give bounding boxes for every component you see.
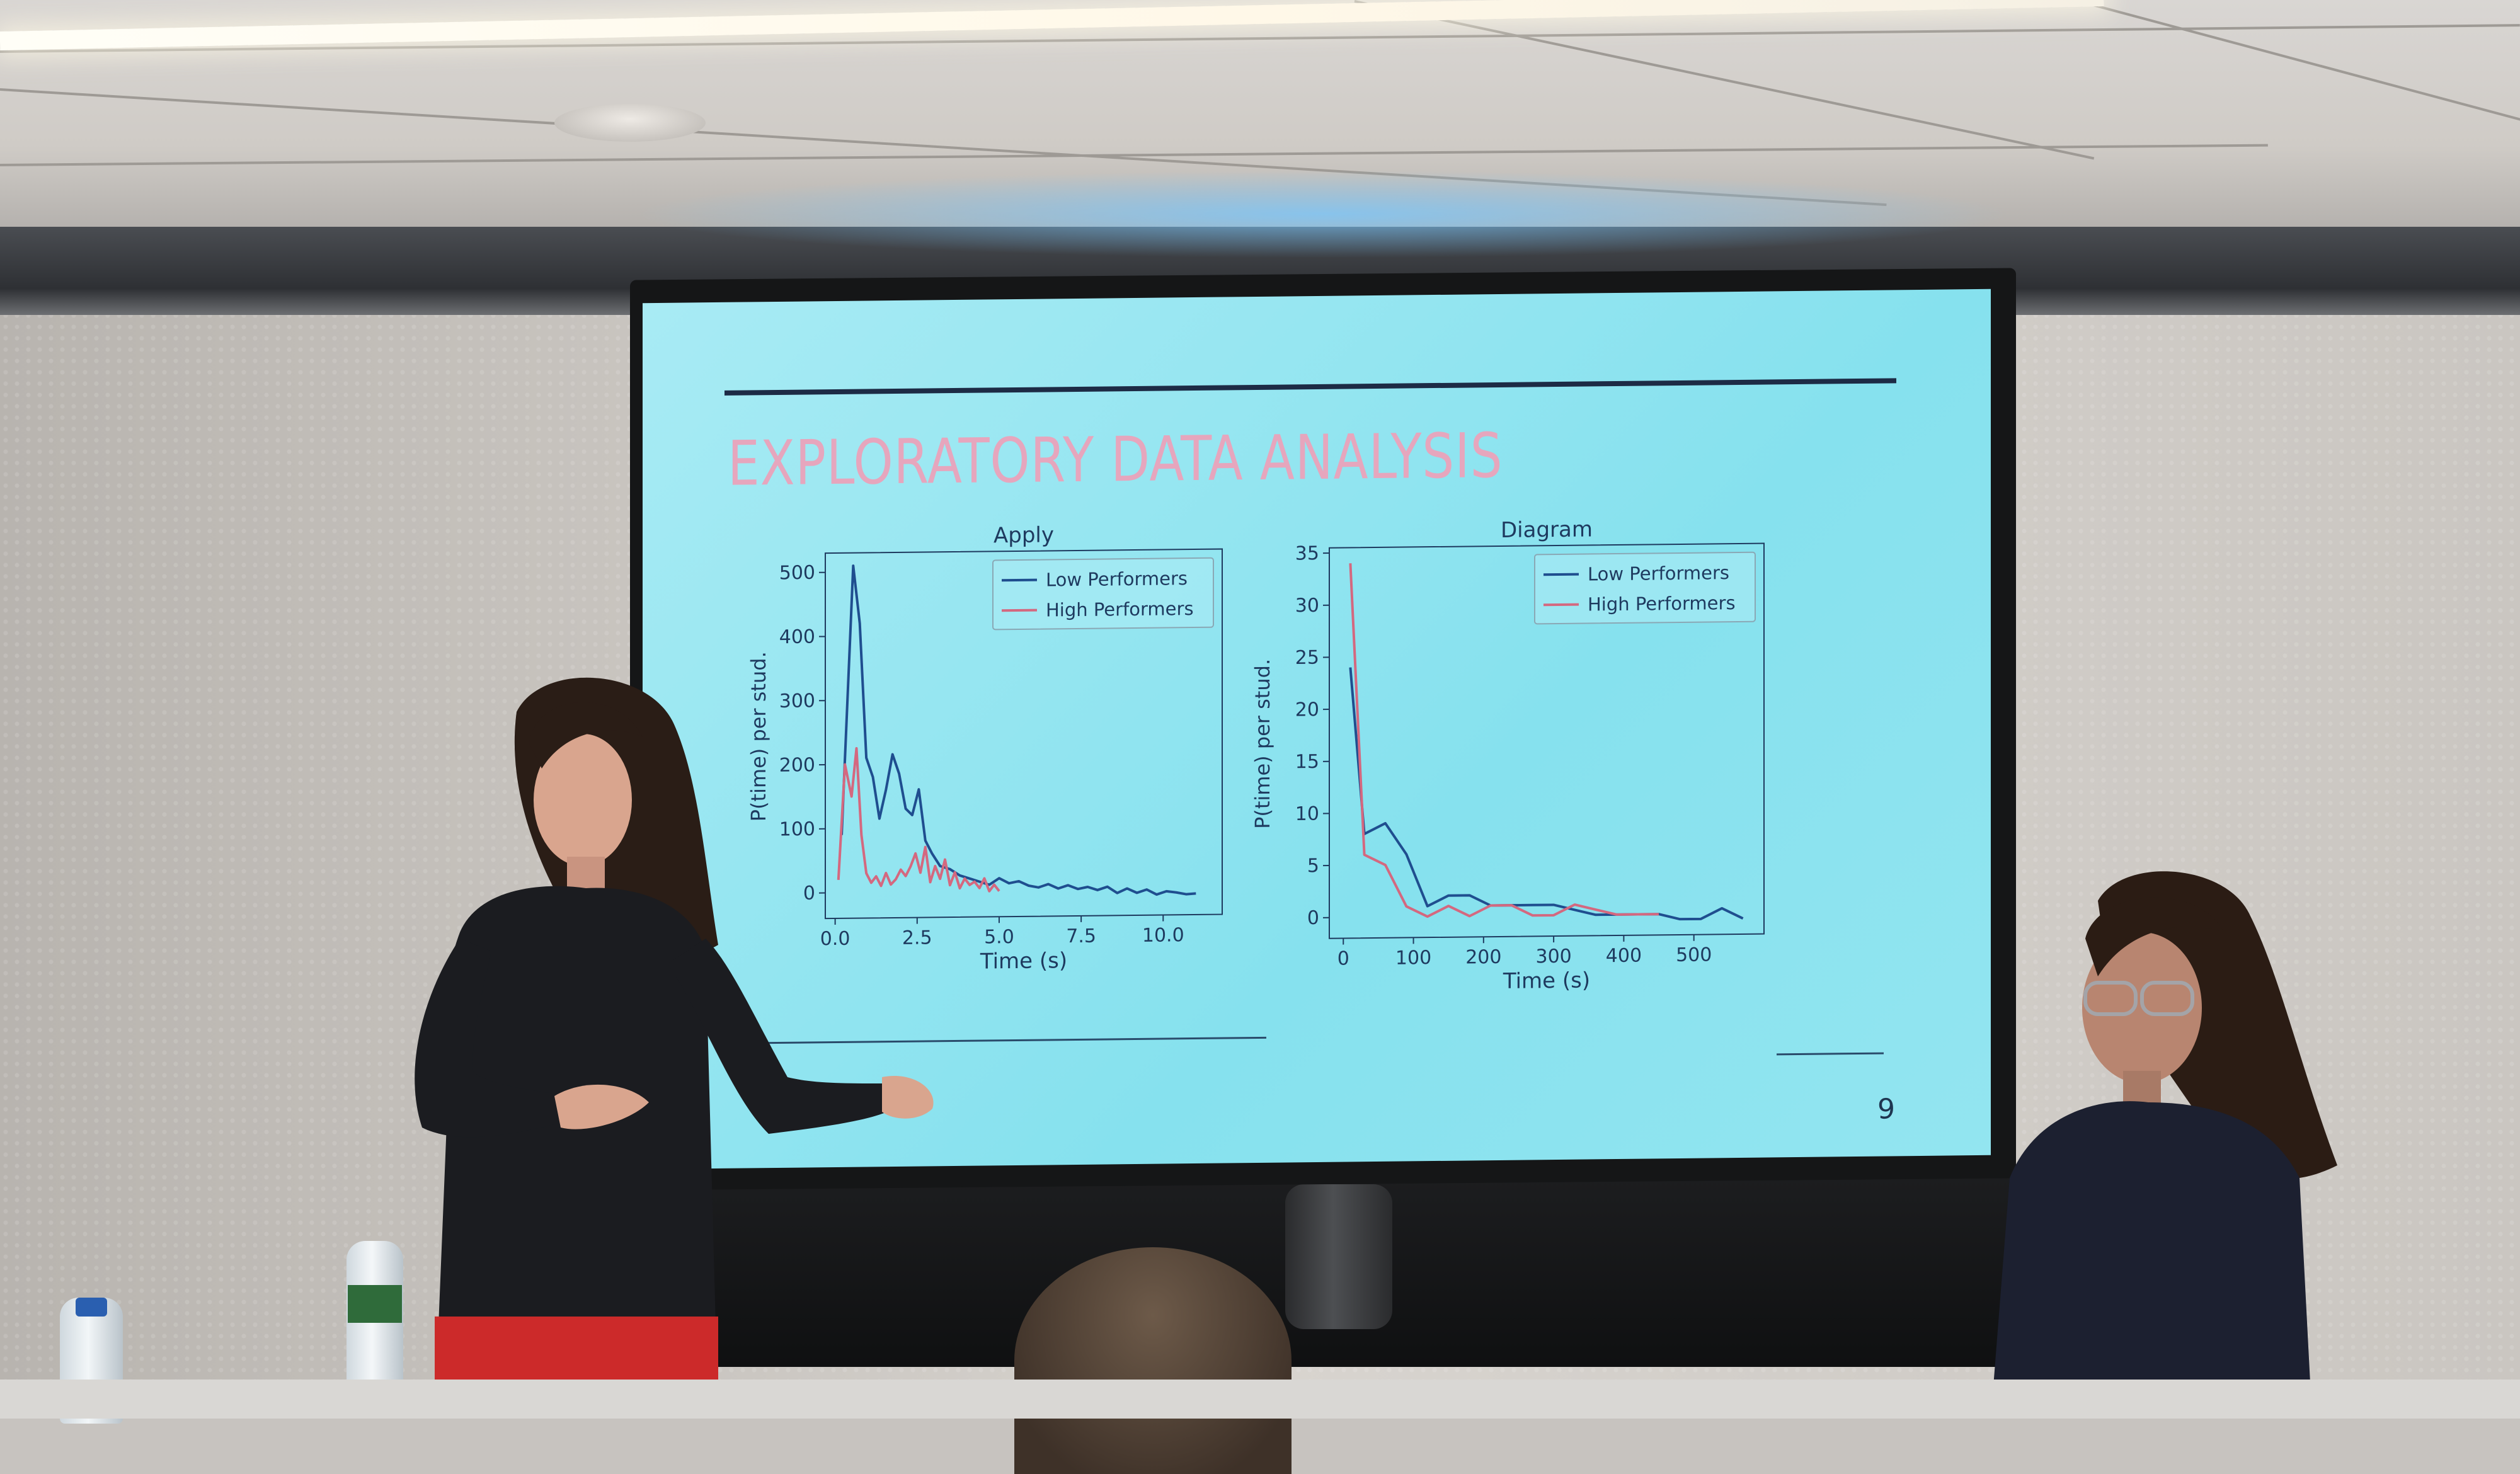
x-tick-label: 100 <box>1395 947 1431 969</box>
page-number: 9 <box>1877 1093 1895 1125</box>
x-tick-label: 300 <box>1535 946 1571 968</box>
y-tick-label: 30 <box>1295 595 1319 617</box>
y-tick-label: 10 <box>1295 803 1319 825</box>
chart-diagram: Diagram 0 100 200 300 400 500 0 5 10 15 20 25 30 35 Tim… <box>1254 505 1802 1008</box>
x-tick-label: 500 <box>1676 944 1712 966</box>
conference-camera <box>1285 1184 1392 1329</box>
chart-title: Diagram <box>1501 517 1593 543</box>
bottle-label <box>348 1285 402 1323</box>
y-tick-label: 35 <box>1295 542 1319 564</box>
legend-swatch <box>1002 580 1037 581</box>
legend-swatch <box>1544 574 1579 575</box>
y-tick-label: 20 <box>1295 699 1319 721</box>
bottle-cap <box>76 1298 107 1317</box>
title-rule <box>724 378 1896 395</box>
smoke-detector <box>554 104 706 142</box>
audience-head <box>1014 1247 1292 1474</box>
x-tick-label: 7.5 <box>1066 925 1096 947</box>
presenter-left <box>378 668 945 1419</box>
ceiling-seam <box>0 144 2268 166</box>
x-tick-label: 200 <box>1465 946 1501 969</box>
series-line-low-performers <box>1350 663 1743 923</box>
y-tick-label: 25 <box>1295 647 1319 669</box>
legend-entry: High Performers <box>1046 598 1194 620</box>
y-tick-label: 0 <box>1307 907 1319 929</box>
y-tick-label: 400 <box>779 626 815 649</box>
x-tick-label: 400 <box>1606 945 1642 968</box>
x-tick-label: 10.0 <box>1142 924 1184 947</box>
slide-title: EXPLORATORY DATA ANALYSIS <box>728 420 1503 500</box>
y-axis-label: P(time) per stud. <box>1251 659 1274 829</box>
screen-glow <box>630 170 2016 258</box>
x-tick-label: 5.0 <box>984 926 1014 948</box>
desk <box>0 1380 2520 1419</box>
y-tick-label: 15 <box>1295 751 1319 773</box>
y-tick-label: 500 <box>779 562 815 585</box>
x-tick-label: 0 <box>1337 947 1349 969</box>
ceiling-seam <box>1354 0 2095 159</box>
legend-entry: Low Performers <box>1046 568 1188 590</box>
legend-entry: High Performers <box>1588 592 1736 615</box>
footer-rule <box>1777 1053 1884 1056</box>
chart-title: Apply <box>994 522 1054 548</box>
legend-entry: Low Performers <box>1588 562 1729 585</box>
y-tick-label: 5 <box>1307 855 1319 877</box>
ceiling-seam <box>2078 0 2520 149</box>
x-axis-label: Time (s) <box>980 948 1067 974</box>
legend-swatch <box>1002 610 1037 611</box>
x-axis-label: Time (s) <box>1503 968 1590 993</box>
presenter-right <box>1984 863 2426 1419</box>
